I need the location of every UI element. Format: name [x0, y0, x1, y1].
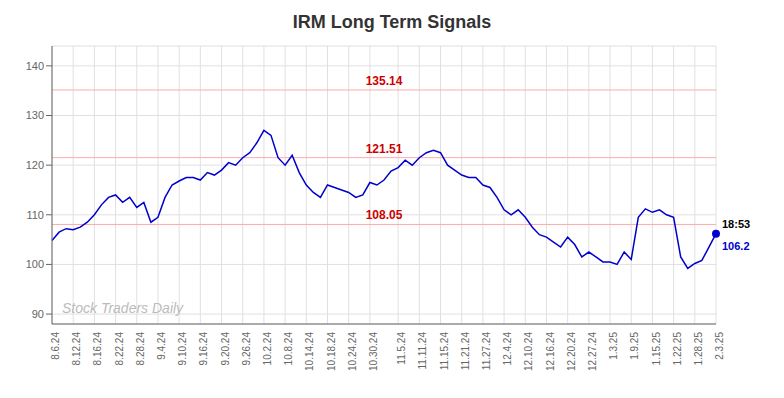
svg-text:10.24.24: 10.24.24	[347, 332, 358, 371]
svg-text:9.4.24: 9.4.24	[156, 332, 167, 360]
svg-text:10.18.24: 10.18.24	[326, 332, 337, 371]
html-text:Stock Traders Daily: Stock Traders Daily	[62, 300, 184, 316]
svg-text:10.8.24: 10.8.24	[283, 332, 294, 366]
svg-text:11.15.24: 11.15.24	[439, 332, 450, 371]
svg-text:8.28.24: 8.28.24	[135, 332, 146, 366]
svg-text:90: 90	[32, 308, 44, 320]
svg-text:140: 140	[26, 60, 44, 72]
svg-text:106.2: 106.2	[722, 240, 750, 252]
svg-text:11.21.24: 11.21.24	[460, 332, 471, 371]
html-text:IRM Long Term Signals: IRM Long Term Signals	[292, 12, 492, 32]
svg-text:18:53: 18:53	[722, 218, 750, 230]
svg-text:12.10.24: 12.10.24	[523, 332, 534, 371]
svg-text:12.27.24: 12.27.24	[587, 332, 598, 371]
svg-text:9.26.24: 9.26.24	[241, 332, 252, 366]
svg-text:9.20.24: 9.20.24	[220, 332, 231, 366]
svg-text:12.4.24: 12.4.24	[502, 332, 513, 366]
svg-text:9.10.24: 9.10.24	[177, 332, 188, 366]
svg-text:10.30.24: 10.30.24	[368, 332, 379, 371]
svg-text:135.14: 135.14	[366, 74, 403, 88]
svg-text:11.11.24: 11.11.24	[417, 332, 428, 370]
svg-text:10.14.24: 10.14.24	[304, 332, 315, 371]
svg-text:12.20.24: 12.20.24	[566, 332, 577, 371]
svg-text:11.27.24: 11.27.24	[481, 332, 492, 371]
svg-text:11.5.24: 11.5.24	[396, 332, 407, 365]
svg-text:1.22.25: 1.22.25	[672, 332, 683, 366]
svg-text:121.51: 121.51	[366, 142, 403, 156]
svg-text:8.16.24: 8.16.24	[92, 332, 103, 366]
svg-text:1.9.25: 1.9.25	[629, 332, 640, 360]
svg-text:8.22.24: 8.22.24	[114, 332, 125, 366]
svg-text:110: 110	[26, 209, 44, 221]
svg-text:130: 130	[26, 109, 44, 121]
svg-text:2.3.25: 2.3.25	[714, 332, 725, 360]
svg-text:12.16.24: 12.16.24	[545, 332, 556, 371]
svg-text:8.6.24: 8.6.24	[50, 332, 61, 360]
svg-text:10.2.24: 10.2.24	[262, 332, 273, 366]
svg-text:1.15.25: 1.15.25	[651, 332, 662, 366]
svg-text:120: 120	[26, 159, 44, 171]
svg-text:1.28.25: 1.28.25	[693, 332, 704, 366]
svg-text:8.12.24: 8.12.24	[71, 332, 82, 366]
svg-text:9.16.24: 9.16.24	[198, 332, 209, 366]
svg-text:108.05: 108.05	[366, 208, 403, 222]
svg-text:100: 100	[26, 258, 44, 270]
svg-text:1.3.25: 1.3.25	[608, 332, 619, 360]
